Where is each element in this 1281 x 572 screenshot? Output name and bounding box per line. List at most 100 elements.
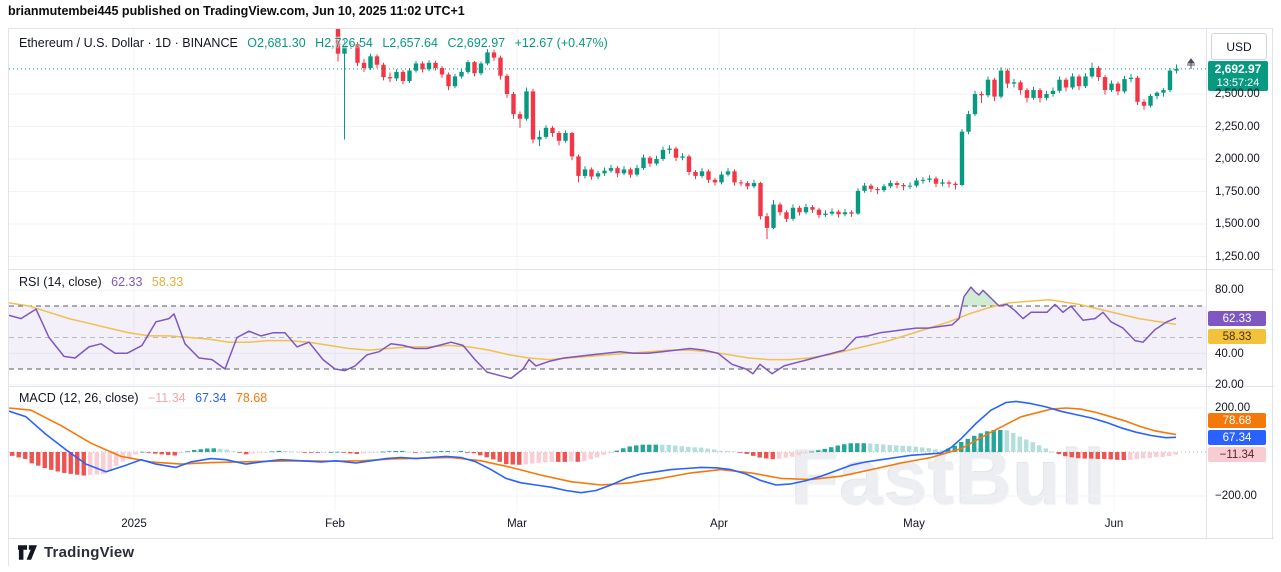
macd-histogram-bar: [146, 452, 151, 453]
candle-body: [1141, 101, 1147, 106]
macd-histogram-bar: [679, 446, 684, 452]
price-scale[interactable]: USD 2,692.97 13:57:24 2,500.00 2,250.00 2,…: [1207, 29, 1273, 538]
macd-histogram-bar: [153, 452, 158, 454]
candle-body: [953, 183, 958, 185]
candle-body: [576, 156, 581, 176]
macd-histogram-bar: [68, 452, 73, 474]
macd-histogram-bar: [1017, 436, 1022, 452]
macd-histogram-bar: [504, 452, 509, 465]
candle-body: [504, 75, 510, 94]
macd-histogram-bar: [1147, 452, 1152, 458]
ohlc-low: L2,657.64: [382, 36, 438, 50]
macd-histogram-bar: [816, 450, 821, 452]
candle-body: [400, 71, 406, 81]
candle-body: [478, 63, 484, 74]
candle-body: [1018, 82, 1023, 91]
macd-histogram-bar: [998, 430, 1003, 452]
candle-body: [680, 156, 685, 158]
tradingview-brand[interactable]: TradingView: [44, 544, 135, 561]
macd-line-value: 67.34: [195, 391, 227, 405]
macd-histogram-bar: [751, 452, 756, 456]
candle-body: [686, 156, 692, 172]
candle-body: [1057, 79, 1062, 91]
macd-histogram-bar: [257, 452, 262, 453]
candle-body: [511, 94, 516, 115]
candle-body: [1109, 83, 1114, 91]
rsi-line: [9, 286, 1177, 380]
macd-histogram-bar: [361, 452, 366, 454]
macd-histogram-bar: [861, 443, 866, 452]
time-scale[interactable]: 2025 Feb Mar Apr May Jun: [9, 511, 1206, 538]
macd-histogram-bar: [809, 451, 814, 453]
macd-title[interactable]: MACD (12, 26, close): [19, 391, 139, 405]
macd-histogram-bar: [374, 452, 379, 453]
rsi-title[interactable]: RSI (14, close): [19, 275, 102, 289]
candle-body: [1083, 76, 1088, 87]
macd-histogram-bar: [302, 452, 307, 453]
axis-tick-label: −200.00: [1215, 490, 1257, 502]
candle-body: [628, 169, 633, 175]
candle-body: [342, 44, 347, 54]
symbol-title[interactable]: Ethereum / U.S. Dollar · 1D · BINANCE: [19, 36, 238, 50]
rsi-ma-value: 58.33: [151, 275, 184, 289]
macd-histogram-bar: [1089, 452, 1094, 459]
macd-hist-value: −11.34: [147, 391, 186, 405]
pane-separator[interactable]: [9, 386, 1274, 387]
macd-histogram-bar: [991, 430, 996, 452]
macd-histogram-bar: [1030, 442, 1035, 452]
macd-histogram-bar: [478, 452, 483, 456]
macd-histogram-bar: [42, 452, 47, 469]
macd-histogram-bar: [835, 445, 840, 452]
candle-body: [1122, 79, 1127, 92]
macd-histogram-bar: [179, 452, 184, 454]
macd-histogram-bar: [458, 450, 463, 452]
candle-body: [634, 168, 640, 175]
macd-histogram-bar: [387, 451, 392, 453]
chart-canvas[interactable]: [9, 29, 1206, 511]
macd-histogram-bar: [549, 452, 554, 462]
macd-histogram-bar: [244, 452, 249, 455]
candle-body: [881, 186, 887, 191]
macd-histogram-bar: [166, 452, 171, 455]
macd-histogram-bar: [1121, 452, 1126, 461]
macd-histogram-bar: [660, 444, 665, 452]
axis-tick-label: 20.00: [1215, 379, 1244, 391]
macd-signal-line: [9, 407, 1177, 486]
macd-histogram-bar: [744, 452, 749, 454]
candle-body: [426, 62, 432, 70]
published-line: brianmutembei445 published on TradingVie…: [8, 4, 465, 18]
macd-histogram-bar: [322, 452, 327, 453]
macd-histogram-bar: [426, 451, 431, 453]
macd-histogram-bar: [536, 452, 541, 463]
candle-body: [699, 171, 705, 176]
candle-body: [647, 157, 653, 164]
candle-body: [959, 131, 965, 185]
indicator-value-badge: −11.34: [1208, 447, 1266, 462]
candle-body: [1089, 68, 1095, 77]
candle-body: [563, 133, 568, 141]
candle-body: [836, 211, 841, 215]
macd-histogram-bar: [328, 451, 333, 453]
axis-tick-label: 1,750.00: [1215, 185, 1260, 198]
currency-tab[interactable]: USD: [1211, 33, 1267, 60]
macd-histogram-bar: [36, 452, 41, 466]
macd-histogram-bar: [939, 450, 944, 452]
macd-histogram-bar: [1128, 452, 1133, 460]
macd-histogram-bar: [1050, 451, 1055, 453]
macd-histogram-bar: [263, 452, 268, 453]
candle-body: [927, 178, 932, 180]
candle-body: [738, 182, 744, 184]
candle-body: [706, 171, 711, 180]
pane-separator[interactable]: [9, 269, 1274, 270]
macd-histogram-bar: [452, 451, 457, 452]
axis-tick-label: 2,250.00: [1215, 120, 1260, 133]
plot-area[interactable]: FastBull Ethereum / U.S. Dollar · 1D · B…: [9, 29, 1206, 518]
macd-histogram-bar: [289, 451, 294, 453]
indicator-value-badge: 62.33: [1208, 311, 1266, 326]
macd-histogram-bar: [614, 450, 619, 452]
candle-body: [556, 133, 562, 141]
macd-histogram-bar: [887, 444, 892, 452]
tradingview-logo-icon[interactable]: [18, 544, 37, 561]
candle-body: [335, 29, 341, 54]
macd-histogram-bar: [712, 449, 717, 452]
